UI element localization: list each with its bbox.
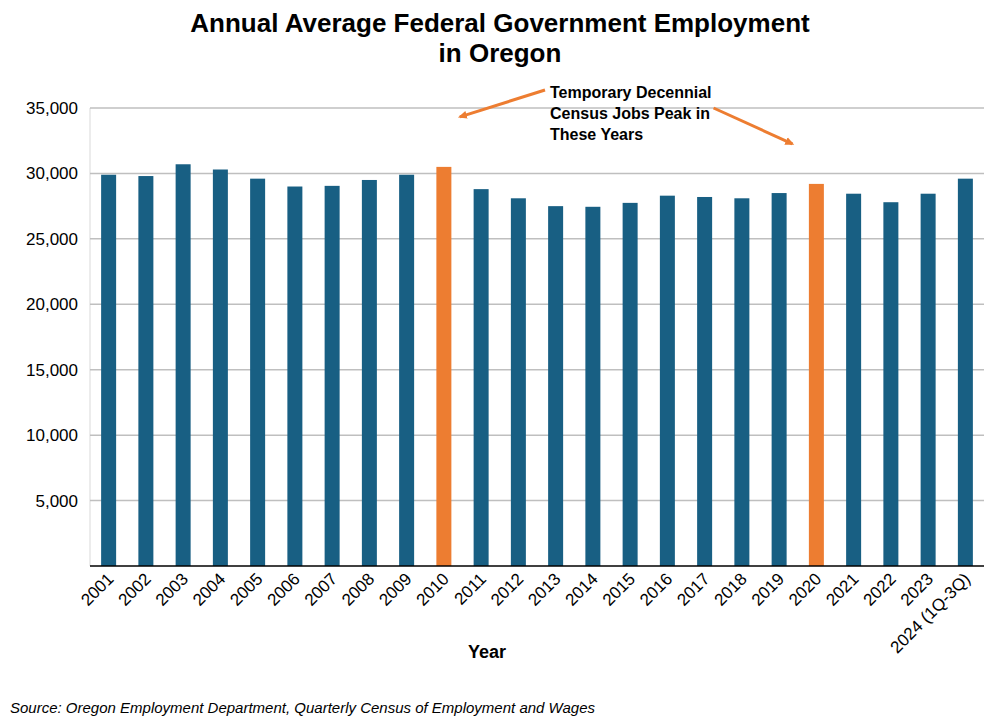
x-tick-label: 2010 xyxy=(413,569,453,609)
x-tick-label: 2017 xyxy=(673,569,713,609)
bar xyxy=(548,206,563,566)
bar xyxy=(474,189,489,566)
annotation-arrow xyxy=(714,108,793,144)
source: Source: Oregon Employment Department, Qu… xyxy=(10,699,595,716)
y-tick-label: 25,000 xyxy=(26,230,78,249)
y-tick-label: 35,000 xyxy=(26,99,78,118)
x-tick-label: 2007 xyxy=(301,569,341,609)
x-tick-label: 2004 xyxy=(189,569,229,609)
bar xyxy=(660,196,675,566)
bar xyxy=(101,175,116,566)
x-tick-label: 2005 xyxy=(226,569,266,609)
y-tick-label: 30,000 xyxy=(26,164,78,183)
x-tick-label: 2020 xyxy=(785,569,825,609)
x-tick-label: 2002 xyxy=(115,569,155,609)
x-tick-label: 2019 xyxy=(748,569,788,609)
bar xyxy=(921,194,936,566)
bar xyxy=(362,180,377,566)
bar xyxy=(176,164,191,566)
y-tick-label: 20,000 xyxy=(26,295,78,314)
bar xyxy=(511,198,526,566)
x-tick-label: 2011 xyxy=(451,569,490,608)
grid-line xyxy=(90,107,984,109)
bar xyxy=(287,187,302,566)
bar xyxy=(399,175,414,566)
bar xyxy=(809,184,824,566)
bar xyxy=(325,186,340,566)
x-tick-label: 2015 xyxy=(599,569,639,609)
x-tick-label: 2013 xyxy=(524,569,564,609)
x-tick-label: 2024 (1Q-3Q) xyxy=(887,569,975,657)
x-tick-label: 2018 xyxy=(711,569,751,609)
y-tick-label: 10,000 xyxy=(26,426,78,445)
x-tick-label: 2022 xyxy=(860,569,900,609)
y-tick-label: 15,000 xyxy=(26,361,78,380)
bar xyxy=(958,179,973,566)
annotation: Temporary DecennialCensus Jobs Peak inTh… xyxy=(550,84,712,143)
x-axis-line xyxy=(90,565,984,567)
x-tick-label: 2001 xyxy=(77,569,117,609)
x-tick-label: 2012 xyxy=(487,569,527,609)
bar xyxy=(138,176,153,566)
bars xyxy=(101,164,973,566)
bar xyxy=(697,197,712,566)
bar xyxy=(734,198,749,566)
x-tick-label: 2003 xyxy=(152,569,192,609)
bar xyxy=(250,179,265,566)
bar xyxy=(585,207,600,566)
y-axis-line xyxy=(90,108,91,566)
chart: Annual Average Federal Government Employ… xyxy=(0,0,1000,724)
x-tick-label: 2009 xyxy=(375,569,415,609)
x-tick-label: 2008 xyxy=(338,569,378,609)
bar xyxy=(883,202,898,566)
x-tick-label: 2021 xyxy=(822,569,862,609)
y-tick-label: 5,000 xyxy=(35,492,78,511)
bar xyxy=(436,167,451,566)
bar xyxy=(213,170,228,566)
bar xyxy=(623,203,638,566)
x-axis-label: Year xyxy=(468,642,506,662)
title: Annual Average Federal Government Employ… xyxy=(190,8,810,68)
bar xyxy=(846,194,861,566)
x-tick-label: 2016 xyxy=(636,569,676,609)
x-tick-label: 2014 xyxy=(562,569,602,609)
annotation-arrow xyxy=(460,90,545,117)
bar xyxy=(772,193,787,566)
x-tick-label: 2006 xyxy=(264,569,304,609)
